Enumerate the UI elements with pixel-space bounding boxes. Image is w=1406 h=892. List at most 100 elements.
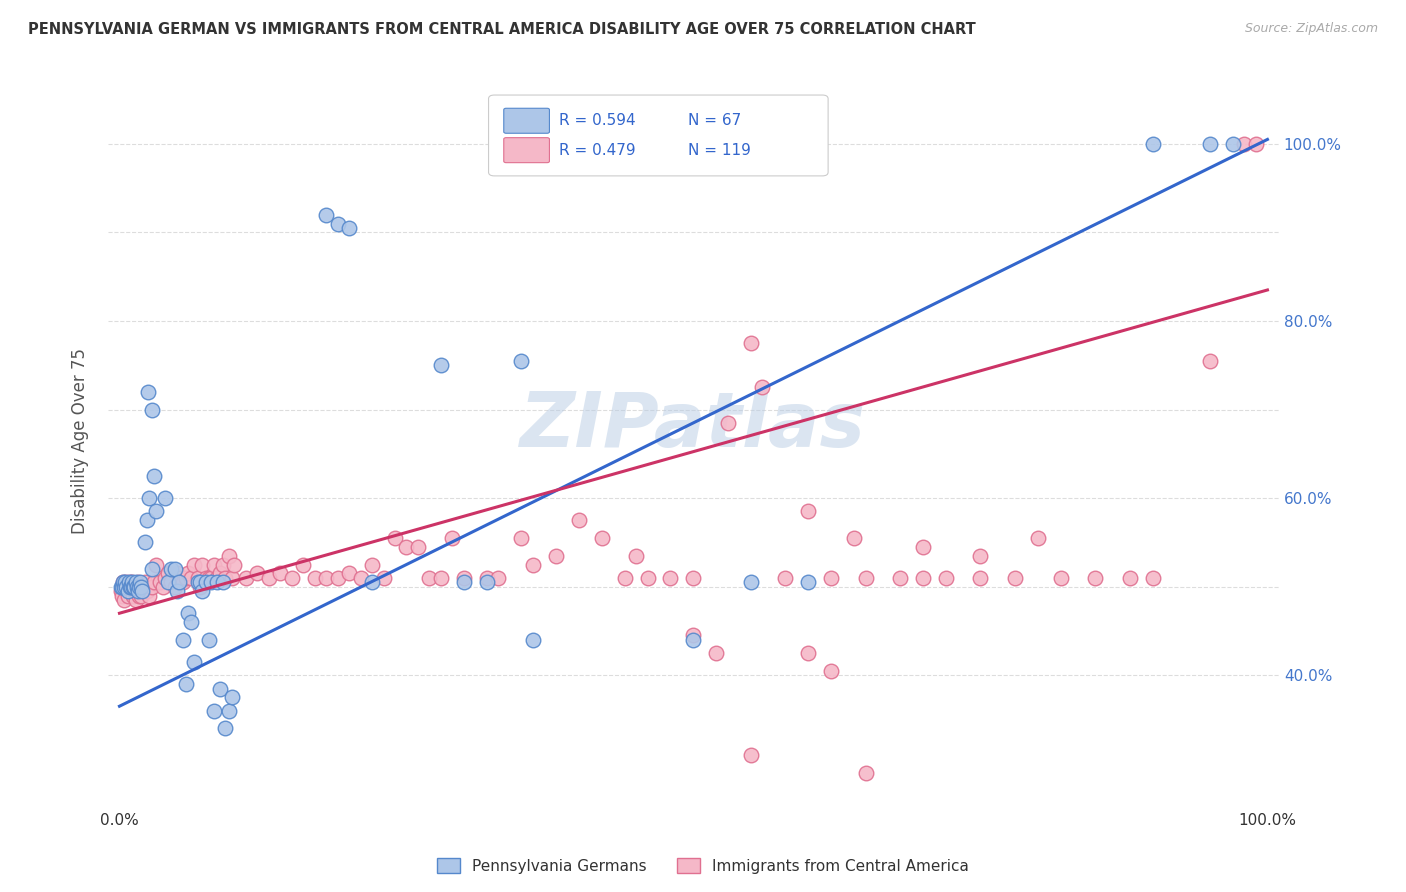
Point [315, 208, 337, 222]
Point [613, 571, 636, 585]
Point [120, 584, 142, 599]
Point [1118, 571, 1140, 585]
Point [430, 571, 453, 585]
Point [142, 575, 165, 590]
Point [221, 690, 243, 705]
Point [124, 575, 146, 590]
Point [128, 580, 150, 594]
Point [155, 571, 177, 585]
Point [740, 747, 762, 762]
Point [202, 558, 225, 572]
Point [163, 580, 186, 594]
Point [141, 562, 163, 576]
Point [221, 571, 243, 585]
Point [740, 336, 762, 351]
Point [292, 558, 315, 572]
Point [194, 571, 217, 585]
Point [395, 540, 418, 554]
Point [155, 491, 177, 505]
Point [110, 584, 132, 599]
Point [211, 575, 233, 590]
Point [160, 562, 183, 576]
Text: R = 0.594: R = 0.594 [558, 113, 636, 128]
Point [1199, 136, 1222, 151]
Point [166, 584, 188, 599]
Point [167, 571, 190, 585]
Point [149, 575, 172, 590]
Point [349, 571, 371, 585]
Point [156, 575, 179, 590]
Point [167, 575, 190, 590]
Y-axis label: Disability Age Over 75: Disability Age Over 75 [72, 348, 89, 533]
Point [131, 584, 153, 599]
Point [1142, 571, 1164, 585]
Point [112, 593, 135, 607]
Point [1199, 354, 1222, 368]
Point [138, 491, 160, 505]
Point [740, 575, 762, 590]
Point [844, 531, 866, 545]
Point [121, 575, 143, 590]
Point [1004, 571, 1026, 585]
Point [198, 571, 221, 585]
Point [326, 571, 349, 585]
Point [522, 632, 544, 647]
Point [751, 380, 773, 394]
Point [124, 593, 146, 607]
Point [194, 575, 217, 590]
Point [209, 681, 232, 696]
Point [304, 571, 326, 585]
Point [111, 580, 134, 594]
Point [1084, 571, 1107, 585]
Point [114, 580, 136, 594]
Point [129, 584, 152, 599]
Point [337, 566, 360, 581]
Point [174, 677, 197, 691]
Text: PENNSYLVANIA GERMAN VS IMMIGRANTS FROM CENTRAL AMERICA DISABILITY AGE OVER 75 CO: PENNSYLVANIA GERMAN VS IMMIGRANTS FROM C… [28, 22, 976, 37]
Point [177, 606, 200, 620]
Point [912, 540, 935, 554]
Point [682, 632, 704, 647]
Point [624, 549, 647, 563]
Point [142, 469, 165, 483]
Point [510, 354, 533, 368]
Point [659, 571, 682, 585]
Point [124, 580, 146, 594]
Point [384, 531, 406, 545]
Point [136, 584, 159, 599]
Point [337, 221, 360, 235]
Point [326, 217, 349, 231]
Point [486, 571, 509, 585]
Point [125, 580, 148, 594]
Point [430, 358, 453, 372]
Point [134, 575, 156, 590]
Text: N = 119: N = 119 [688, 143, 751, 158]
Point [568, 513, 591, 527]
Text: Source: ZipAtlas.com: Source: ZipAtlas.com [1244, 22, 1378, 36]
Point [172, 575, 194, 590]
Point [1233, 136, 1256, 151]
Point [1142, 136, 1164, 151]
Point [166, 566, 188, 581]
Point [1244, 136, 1267, 151]
Point [118, 575, 141, 590]
Point [180, 571, 202, 585]
Point [373, 571, 395, 585]
Point [797, 575, 820, 590]
Point [114, 575, 136, 590]
Point [141, 402, 163, 417]
Point [122, 589, 145, 603]
Point [935, 571, 957, 585]
Point [475, 571, 498, 585]
Point [280, 571, 302, 585]
Point [1222, 136, 1244, 151]
Point [797, 646, 820, 660]
Point [115, 580, 138, 594]
Point [111, 575, 134, 590]
Point [475, 575, 498, 590]
Point [717, 416, 740, 430]
Point [186, 571, 208, 585]
Point [797, 504, 820, 518]
Point [218, 549, 240, 563]
Point [418, 571, 440, 585]
